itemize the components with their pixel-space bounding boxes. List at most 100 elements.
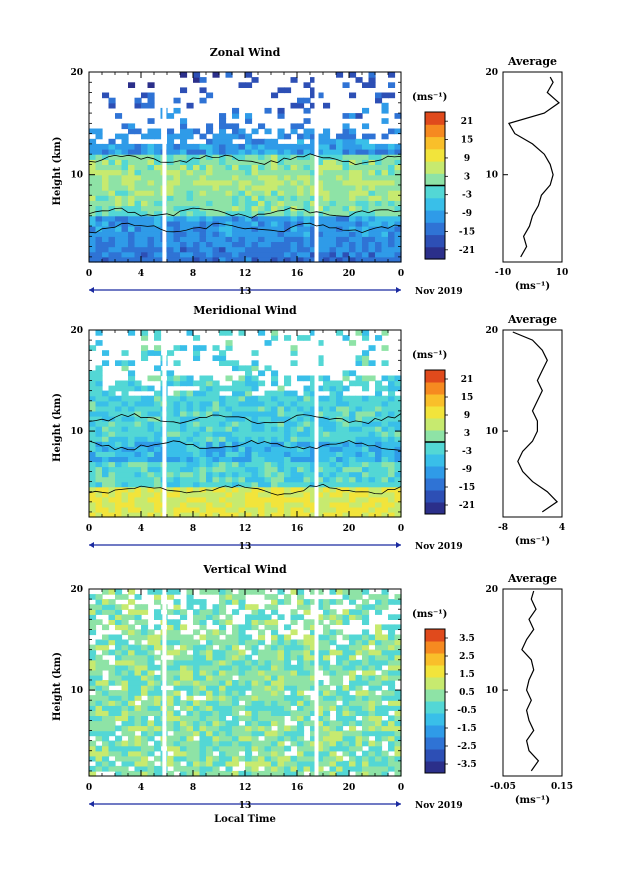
heatmap-cell [167, 375, 175, 382]
heatmap-cell [368, 486, 376, 493]
heatmap-cell [134, 740, 142, 747]
heatmap-cell [388, 506, 396, 513]
heatmap-cell [245, 604, 253, 610]
heatmap-cell [375, 720, 383, 727]
heatmap-cell [186, 102, 194, 109]
heatmap-cell [219, 649, 227, 656]
heatmap-cell [193, 745, 201, 752]
heatmap-cell [128, 159, 136, 165]
heatmap-cell [316, 690, 324, 696]
heatmap-cell [154, 128, 162, 135]
heatmap-cell [329, 159, 337, 165]
heatmap-cell [394, 461, 402, 468]
heatmap-cell [394, 725, 402, 732]
heatmap-cell [381, 599, 389, 605]
heatmap-cell [375, 629, 383, 636]
heatmap-cell [180, 251, 188, 258]
heatmap-cell [264, 644, 272, 651]
heatmap-cell [89, 481, 97, 488]
colorbar-tick-label: 9 [464, 154, 470, 164]
heatmap-cell [154, 506, 162, 513]
heatmap-cell [173, 451, 181, 457]
heatmap-cell [368, 256, 376, 263]
heatmap-cell [128, 360, 136, 366]
heatmap-cell [258, 501, 266, 508]
heatmap-cell [290, 730, 298, 737]
heatmap-cell [271, 609, 279, 615]
heatmap-cell [206, 700, 214, 706]
heatmap-cell [238, 441, 246, 447]
heatmap-cell [141, 169, 149, 176]
heatmap-cell [297, 174, 305, 181]
heatmap-cell [128, 441, 136, 447]
heatmap-cell [329, 174, 337, 181]
heatmap-cell [193, 174, 201, 181]
heatmap-cell [102, 715, 110, 722]
heatmap-cell [336, 241, 344, 248]
heatmap-cell [147, 511, 155, 518]
heatmap-cell [316, 149, 324, 155]
x-tick-label: 16 [291, 783, 304, 793]
heatmap-cell [342, 715, 350, 722]
heatmap-cell [238, 226, 246, 232]
heatmap-cell [134, 594, 142, 600]
heatmap-cell [206, 471, 214, 478]
heatmap-cell [251, 745, 259, 752]
heatmap-cell [329, 609, 337, 615]
heatmap-cell [147, 639, 155, 646]
heatmap-cell [297, 695, 305, 701]
heatmap-cell [141, 345, 149, 351]
heatmap-cell [219, 195, 227, 201]
heatmap-cell [342, 634, 350, 641]
heatmap-cell [128, 154, 136, 160]
heatmap-cell [329, 634, 337, 641]
heatmap-cell [193, 506, 201, 513]
heatmap-cell [219, 476, 227, 483]
heatmap-cell [219, 138, 227, 145]
heatmap-cell [368, 456, 376, 463]
heatmap-cell [394, 745, 402, 752]
heatmap-cell [271, 501, 279, 508]
heatmap-cell [134, 745, 142, 752]
heatmap-cell [102, 685, 110, 691]
heatmap-cell [108, 619, 116, 625]
heatmap-cell [108, 210, 116, 217]
heatmap-cell [245, 236, 253, 242]
heatmap-cell [128, 644, 136, 651]
heatmap-cell [271, 446, 279, 452]
heatmap-cell [284, 231, 292, 237]
heatmap-cell [225, 690, 233, 696]
heatmap-cell [271, 730, 279, 737]
heatmap-cell [180, 730, 188, 737]
heatmap-cell [128, 695, 136, 701]
heatmap-cell [336, 629, 344, 636]
heatmap-cell [245, 226, 253, 232]
heatmap-cell [180, 725, 188, 732]
heatmap-cell [342, 195, 350, 201]
heatmap-cell [102, 486, 110, 493]
heatmap-cell [89, 624, 97, 631]
heatmap-cell [251, 700, 259, 706]
heatmap-cell [316, 659, 324, 666]
heatmap-cell [316, 431, 324, 437]
heatmap-cell [141, 251, 149, 258]
heatmap-cell [277, 685, 285, 691]
heatmap-cell [134, 179, 142, 186]
heatmap-cell [154, 740, 162, 747]
heatmap-cell [381, 195, 389, 201]
heatmap-cell [167, 511, 175, 518]
heatmap-cell [303, 461, 311, 468]
heatmap-cell [102, 649, 110, 656]
heatmap-cell [102, 226, 110, 232]
heatmap-cell [199, 446, 207, 452]
heatmap-cell [89, 405, 97, 412]
heatmap-cell [115, 695, 123, 701]
colorbar-segment [425, 490, 445, 503]
heatmap-cell [355, 431, 363, 437]
heatmap-cell [388, 159, 396, 165]
heatmap-cell [303, 375, 311, 382]
heatmap-cell [290, 350, 298, 356]
heatmap-cell [199, 765, 207, 772]
day-bar-end [396, 287, 401, 293]
heatmap-cell [277, 634, 285, 641]
